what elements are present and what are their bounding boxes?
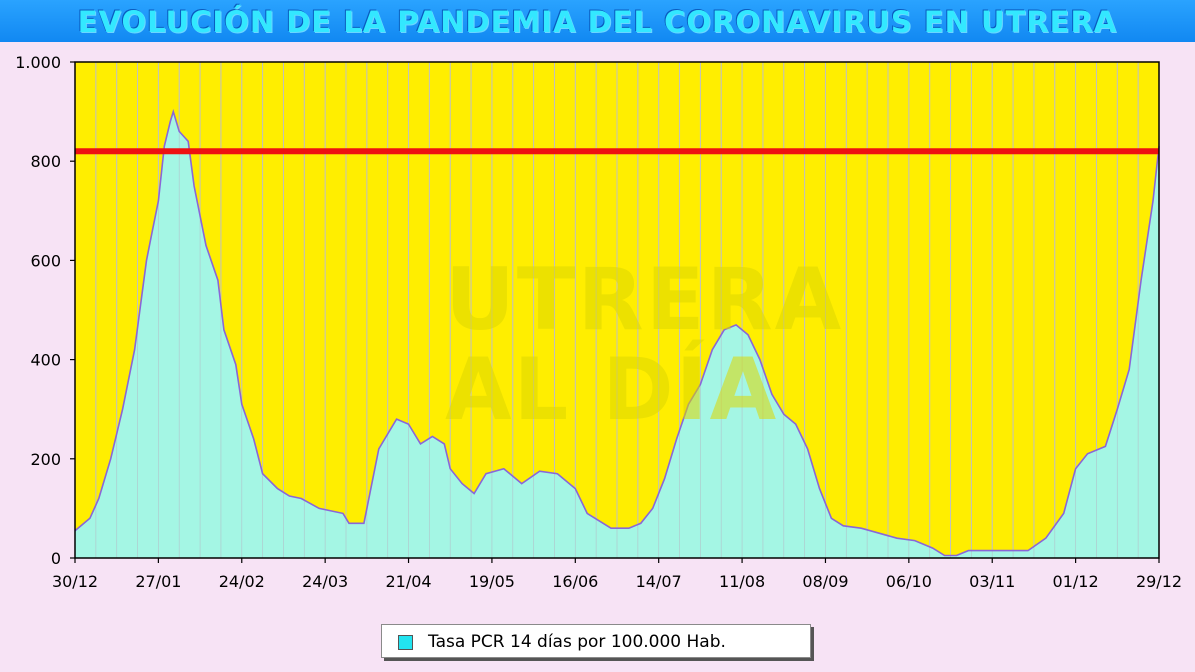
legend-swatch: [398, 635, 413, 650]
series-area: [75, 111, 1159, 558]
plot-frame: [74, 61, 1160, 559]
x-tick-label: 21/04: [385, 572, 431, 591]
y-tick-label: 1.000: [15, 53, 61, 72]
y-tick-label: 800: [30, 152, 61, 171]
x-tick-label: 08/09: [802, 572, 848, 591]
y-tick-label: 0: [51, 549, 61, 568]
x-tick-label: 14/07: [636, 572, 682, 591]
legend: Tasa PCR 14 días por 100.000 Hab.: [381, 624, 811, 658]
chart-title: EVOLUCIÓN DE LA PANDEMIA DEL CORONAVIRUS…: [77, 5, 1118, 39]
x-tick-label: 01/12: [1053, 572, 1099, 591]
y-tick-label: 200: [30, 450, 61, 469]
x-tick-label: 24/03: [302, 572, 348, 591]
y-tick-label: 600: [30, 251, 61, 270]
plot-group: 0 200 400 600 800 1.000 30/12 27/01 24/02 24/03 21…: [15, 53, 1182, 591]
x-tick-label: 24/02: [219, 572, 265, 591]
legend-label: Tasa PCR 14 días por 100.000 Hab.: [428, 632, 726, 652]
x-tick-label: 03/11: [969, 572, 1015, 591]
y-tick-label: 400: [30, 351, 61, 370]
x-tick-label: 11/08: [719, 572, 765, 591]
x-tick-label: 06/10: [886, 572, 932, 591]
x-tick-label: 16/06: [552, 572, 598, 591]
chart-area: 0 200 400 600 800 1.000 30/12 27/01 24/02 24/03 21…: [15, 53, 1182, 591]
title-bar: EVOLUCIÓN DE LA PANDEMIA DEL CORONAVIRUS…: [0, 0, 1195, 42]
x-tick-label: 27/01: [135, 572, 181, 591]
x-tick-label: 29/12: [1136, 572, 1182, 591]
x-tick-label: 30/12: [52, 572, 98, 591]
x-tick-label: 19/05: [469, 572, 515, 591]
series-line: [74, 108, 1160, 557]
